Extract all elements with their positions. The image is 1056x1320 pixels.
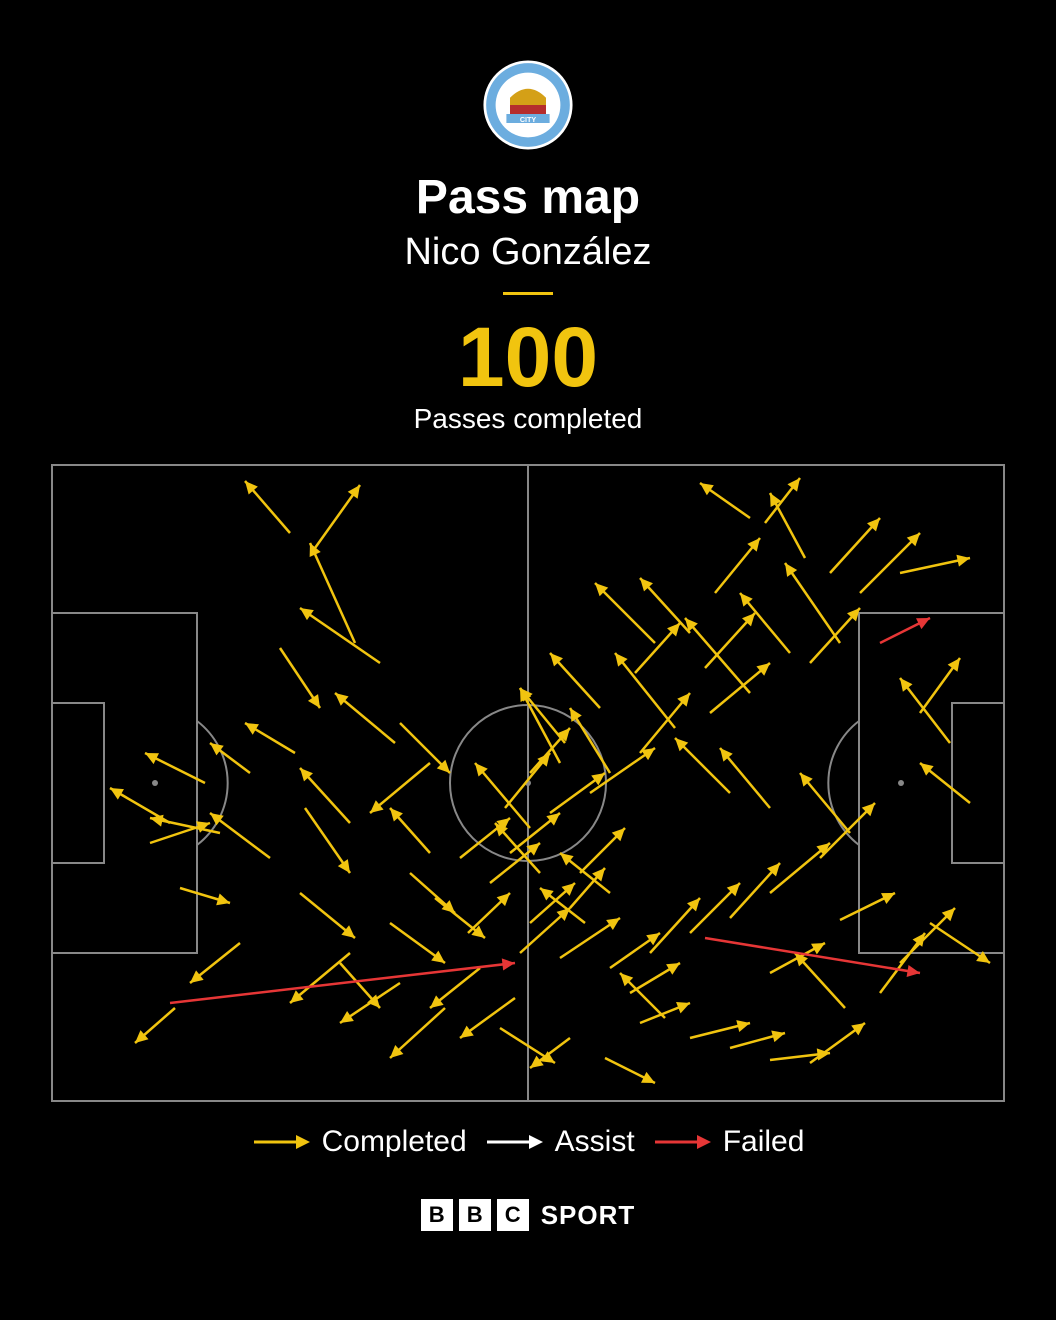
legend-label: Assist (555, 1125, 635, 1159)
sport-label: SPORT (541, 1200, 636, 1231)
svg-text:CITY: CITY (520, 115, 537, 124)
pass-map-chart (50, 463, 1006, 1103)
stat-label: Passes completed (414, 403, 643, 435)
bbc-box: B (459, 1199, 491, 1231)
club-badge-icon: CITY (483, 60, 573, 150)
stat-number: 100 (458, 315, 598, 399)
legend-label: Completed (322, 1125, 467, 1159)
legend: Completed Assist Failed (252, 1125, 805, 1159)
bbc-box: C (497, 1199, 529, 1231)
legend-item: Completed (252, 1125, 467, 1159)
legend-item: Failed (653, 1125, 805, 1159)
legend-label: Failed (723, 1125, 805, 1159)
player-name: Nico González (404, 231, 651, 274)
bbc-box: B (421, 1199, 453, 1231)
title: Pass map (416, 170, 640, 225)
legend-item: Assist (485, 1125, 635, 1159)
divider (503, 292, 553, 295)
footer-logo: BBCSPORT (421, 1199, 636, 1231)
